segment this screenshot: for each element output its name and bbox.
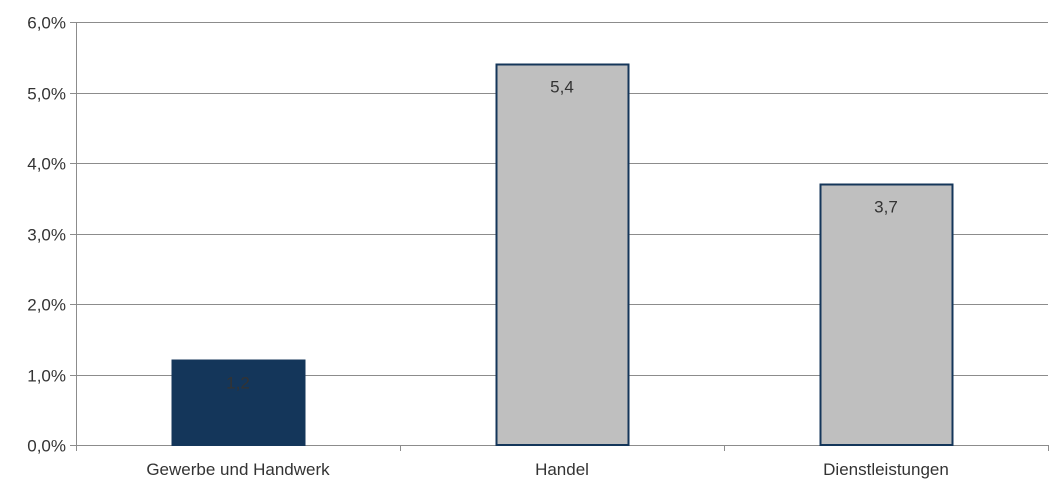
y-tick-label: 0,0% <box>27 437 66 456</box>
y-tick-label: 3,0% <box>27 226 66 245</box>
y-tick-label: 4,0% <box>27 155 66 174</box>
category-label: Dienstleistungen <box>823 460 949 479</box>
x-axis: Gewerbe und Handwerk Handel Dienstleistung… <box>76 445 1049 479</box>
data-label: 3,7 <box>874 198 898 217</box>
data-label: 5,4 <box>550 78 574 97</box>
bars: 1,2 5,4 3,7 <box>171 63 954 446</box>
category-label: Gewerbe und Handwerk <box>146 460 330 479</box>
category-label: Handel <box>535 460 589 479</box>
y-tick-label: 5,0% <box>27 85 66 104</box>
y-tick-label: 2,0% <box>27 296 66 315</box>
bar <box>495 63 630 446</box>
data-label: 1,2 <box>226 374 250 393</box>
y-axis: 0,0% 1,0% 2,0% 3,0% 4,0% 5,0% 6,0% <box>27 14 77 456</box>
y-tick-label: 6,0% <box>27 14 66 33</box>
bar <box>171 359 306 446</box>
y-tick-label: 1,0% <box>27 367 66 386</box>
bar <box>819 183 954 446</box>
